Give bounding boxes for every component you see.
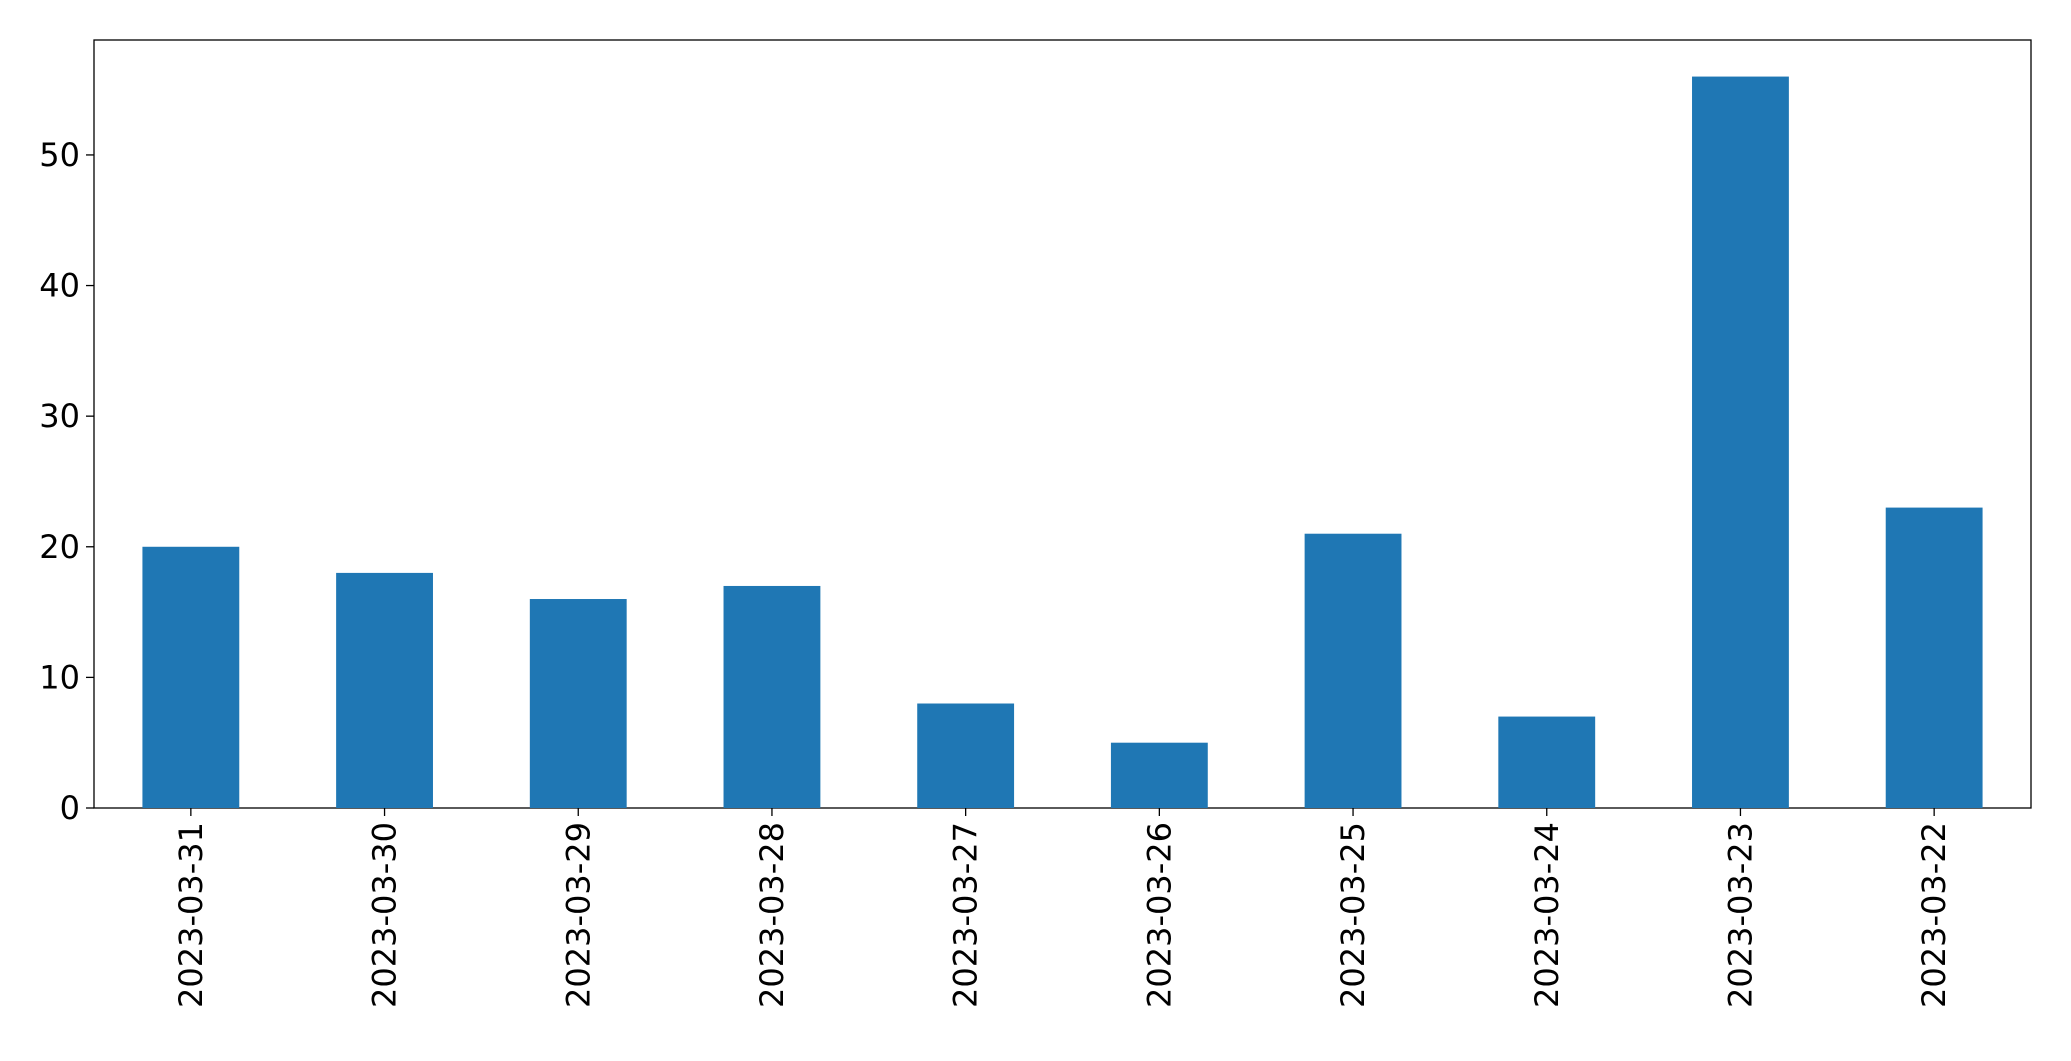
x-tick-label: 2023-03-27 xyxy=(947,822,985,1008)
bar xyxy=(723,585,821,808)
bar xyxy=(529,599,627,808)
x-tick-label: 2023-03-26 xyxy=(1140,822,1178,1008)
y-tick-label: 0 xyxy=(60,789,80,827)
x-tick-label: 2023-03-22 xyxy=(1915,822,1953,1008)
axes-frame xyxy=(93,39,2032,809)
x-tick-label: 2023-03-31 xyxy=(172,822,210,1008)
bar xyxy=(336,572,433,808)
y-tick-label: 50 xyxy=(39,136,80,174)
bar xyxy=(917,703,1015,808)
y-tick-label: 40 xyxy=(39,267,80,305)
x-tick-label: 2023-03-24 xyxy=(1528,822,1566,1008)
x-tick-label: 2023-03-25 xyxy=(1334,822,1372,1008)
y-tick-label: 30 xyxy=(39,397,80,435)
bar xyxy=(1692,76,1789,809)
x-tick-label: 2023-03-28 xyxy=(753,822,791,1008)
y-tick-label: 10 xyxy=(39,658,80,696)
bar xyxy=(1498,716,1596,808)
bar xyxy=(1885,507,1983,808)
bar xyxy=(142,546,240,808)
bar xyxy=(1110,742,1208,808)
bar xyxy=(1304,533,1402,808)
x-tick-label: 2023-03-23 xyxy=(1721,822,1759,1008)
x-tick-label: 2023-03-29 xyxy=(559,822,597,1008)
x-tick-label: 2023-03-30 xyxy=(366,822,404,1008)
y-tick-label: 20 xyxy=(39,528,80,566)
